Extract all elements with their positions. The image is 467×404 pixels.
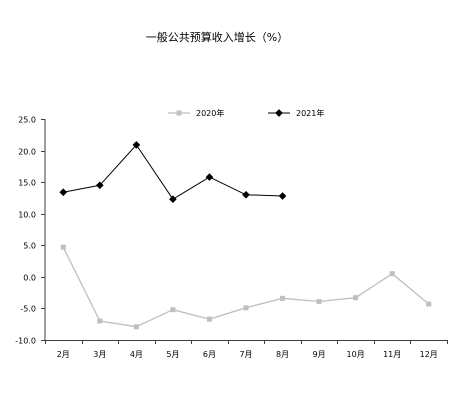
x-tick-label: 11月 [383,350,401,359]
series-1 [60,244,432,330]
series-2-point-1 [59,188,68,197]
x-tick-label: 5月 [166,350,179,359]
legend-label: 2020年 [196,108,224,118]
y-tick-label: 0.0 [23,274,36,283]
y-tick-label: 5.0 [23,242,36,251]
x-tick-label: 7月 [239,350,252,359]
series-1-point-5 [206,316,212,322]
legend-marker [275,109,283,117]
y-axis: 25.0 20.0 15.0 10.0 5.0 0.0 -5.0 -10.0 [15,116,46,346]
series-1-point-10 [389,271,395,277]
series-2-point-4 [169,195,177,204]
legend-item-2: 2021年 [268,108,324,118]
x-tick-label: 4月 [130,350,143,359]
x-tick-label: 10月 [347,350,365,359]
x-tick-label: 8月 [276,350,289,359]
series-1-line [62,246,430,328]
series-2-line [63,144,283,200]
x-tick-label: 9月 [313,350,326,359]
series-1-point-8 [316,298,322,304]
series-2-point-5 [205,173,214,181]
chart-title: 一般公共预算收入增长（%） [146,30,288,44]
series-1-point-6 [243,305,249,311]
series-layer [59,141,432,330]
series-2-point-3 [132,141,141,149]
x-axis: 2月 3月 4月 5月 6月 7月 8月 9月 10月 11月 12月 [45,340,448,359]
y-tick-label: 20.0 [18,148,36,157]
x-tick-label: 6月 [203,350,216,359]
series-1-point-2 [97,318,103,324]
series-1-point-11 [426,301,432,307]
series-1-point-9 [353,295,359,301]
series-2-point-6 [242,190,250,199]
y-tick-label: 15.0 [18,179,36,188]
y-tick-label: 10.0 [18,211,36,220]
series-1-point-4 [170,307,176,313]
series-2-point-2 [95,181,104,190]
y-tick-label: -10.0 [15,337,36,346]
y-tick-label: -5.0 [20,305,36,314]
x-tick-label: 2月 [57,350,70,359]
series-1-point-3 [133,324,139,330]
series-1-point-7 [280,295,286,301]
legend-label: 2021年 [296,108,324,118]
legend: 2020年 2021年 [168,108,324,118]
legend-marker [176,110,182,116]
x-tick-label: 12月 [420,350,438,359]
series-2-point-7 [278,192,287,200]
legend-item-1: 2020年 [168,108,224,118]
x-tick-label: 3月 [93,350,106,359]
series-1-point-1 [60,244,66,250]
y-tick-label: 25.0 [18,116,36,125]
series-2 [59,141,287,204]
